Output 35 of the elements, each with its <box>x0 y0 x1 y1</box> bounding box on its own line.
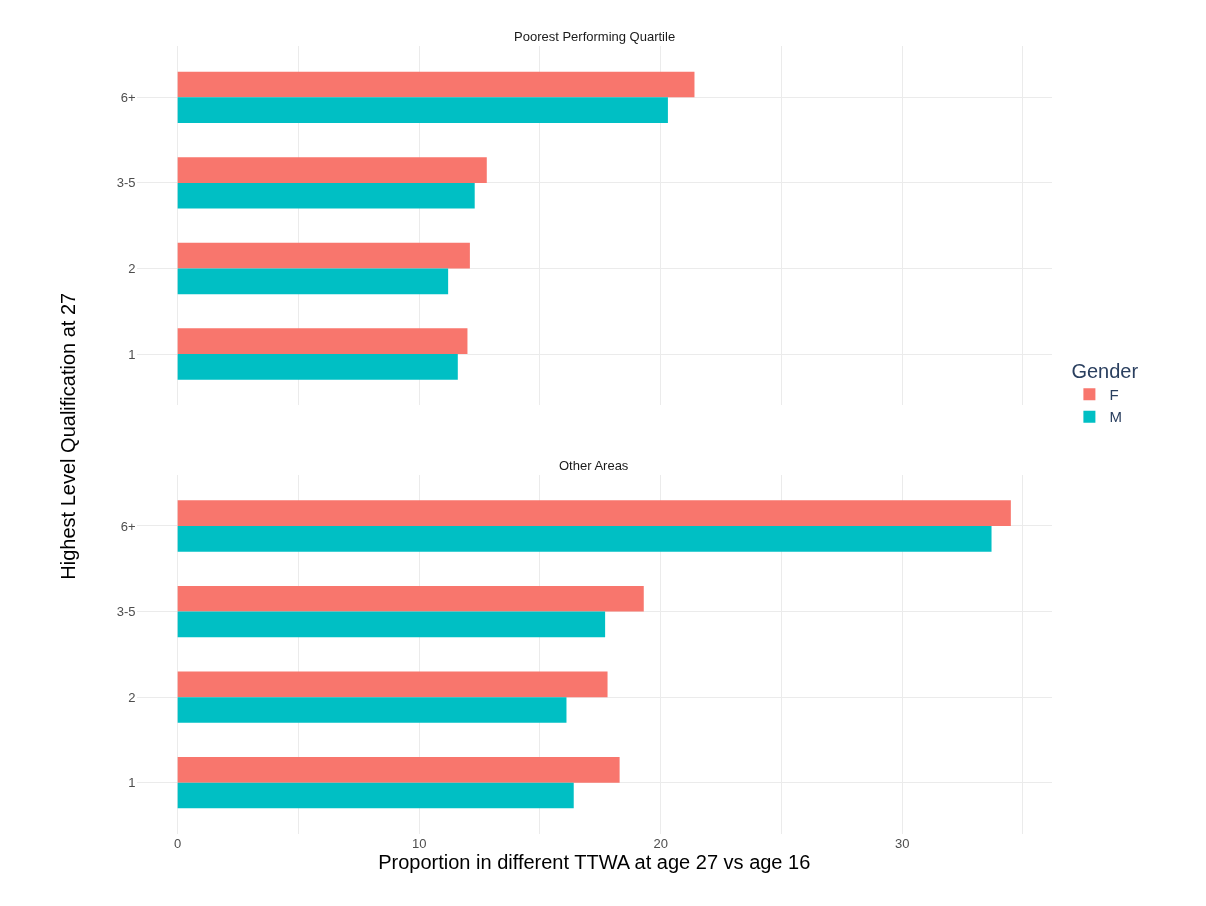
chart-title: Poorest Performing Quartile <box>514 29 676 44</box>
bar <box>177 585 644 612</box>
legend-label: M <box>1109 408 1122 426</box>
bar <box>177 71 695 98</box>
bar <box>177 328 468 355</box>
x-tick-label: 0 <box>174 836 182 852</box>
legend-label: F <box>1109 385 1119 403</box>
y-tick-label: 2 <box>128 261 136 277</box>
bar <box>177 782 574 809</box>
bar <box>177 525 992 552</box>
bar <box>177 157 487 183</box>
bar <box>177 182 475 209</box>
bar <box>177 500 1011 526</box>
x-tick-label: 20 <box>653 836 668 852</box>
y-axis-title: Highest Level Qualification at 27 <box>57 292 80 580</box>
chart-title: Other Areas <box>559 458 629 473</box>
y-tick-label: 6+ <box>120 518 136 534</box>
bar <box>177 268 449 295</box>
y-tick-label: 2 <box>128 689 136 705</box>
x-axis-title: Proportion in different TTWA at age 27 vs age 16 <box>378 851 811 874</box>
legend-title: Gender <box>1071 359 1139 382</box>
y-tick-label: 1 <box>128 775 136 791</box>
y-tick-label: 6+ <box>120 89 136 105</box>
bar <box>177 354 458 380</box>
bar <box>177 97 668 123</box>
y-tick-label: 3-5 <box>116 175 136 191</box>
bar <box>177 671 608 698</box>
bar <box>177 757 620 783</box>
y-tick-label: 1 <box>128 346 136 362</box>
y-tick-label: 3-5 <box>116 604 136 620</box>
x-tick-label: 10 <box>411 836 427 852</box>
bar <box>177 611 606 638</box>
bar <box>177 697 567 723</box>
bar <box>177 242 470 269</box>
x-tick-label: 30 <box>894 836 910 852</box>
